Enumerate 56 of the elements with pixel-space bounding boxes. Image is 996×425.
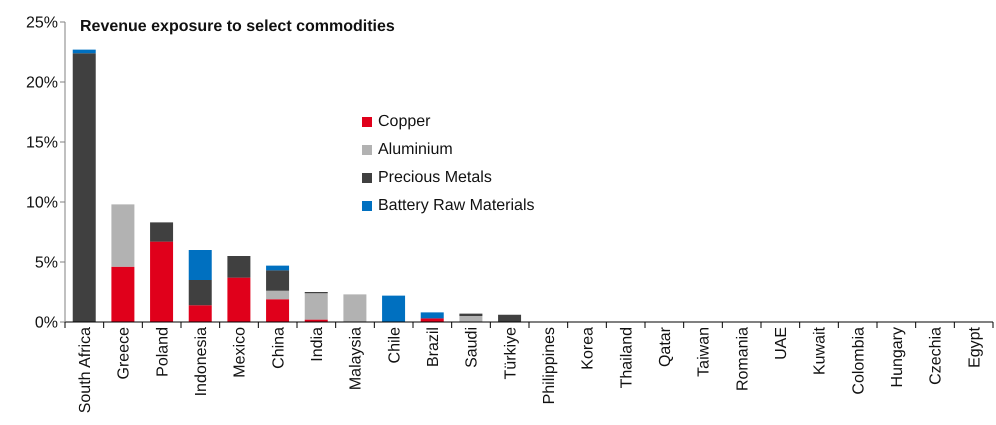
bar [72,53,96,322]
x-tick-label: Thailand [618,327,636,388]
bar [150,242,174,322]
bar [188,305,212,322]
x-tick-label: Türkiye [502,326,520,380]
x-tick-label: South Africa [76,326,94,414]
x-tick-label: Romania [734,326,752,392]
bar [111,266,134,322]
y-tick-label: 25% [26,14,58,32]
x-tick-label: Colombia [850,326,868,395]
bar [266,266,290,270]
bar [227,256,250,278]
bar [459,316,482,322]
x-tick-label: Hungary [888,327,906,388]
bar [111,204,134,267]
x-tick-label: Czechia [928,326,945,385]
x-tick-label: Taiwan [696,327,713,377]
x-tick-label: Philippines [540,327,558,404]
x-tick-label: Brazil [424,327,442,368]
bar [266,290,290,300]
bar [227,278,250,322]
x-tick-label: UAE [772,327,790,360]
bar [266,270,290,291]
x-tick-label: Qatar [656,326,674,368]
bar [150,222,174,242]
bar [188,280,212,306]
bar [343,294,366,322]
legend-label: Copper [378,113,430,131]
chart-title: Revenue exposure to select commodities [80,18,395,36]
y-tick-label: 20% [26,74,58,92]
x-tick-label: Kuwait [812,326,829,376]
bar [498,314,522,322]
bar [304,293,328,320]
bar [266,299,290,322]
y-tick-label: 15% [26,134,58,152]
bar [420,312,444,318]
x-tick-label: Saudi [464,327,481,368]
bar [72,50,96,54]
x-tick-label: Malaysia [348,326,365,390]
legend-label: Battery Raw Materials [378,197,534,215]
x-tick-label: Mexico [232,326,249,378]
x-tick-label: Poland [154,327,172,377]
bar [188,250,212,280]
x-tick-label: Greece [116,326,133,380]
legend-label: Precious Metals [378,169,492,187]
x-tick-label: Korea [580,326,597,370]
x-tick-label: Indonesia [192,326,210,396]
y-tick-label: 0% [34,314,58,332]
legend-label: Aluminium [378,141,453,159]
x-tick-label: China [270,326,288,369]
bar [382,296,406,322]
y-tick-label: 5% [34,254,58,272]
x-tick-label: Chile [386,326,404,364]
x-tick-label: India [308,326,326,362]
y-tick-label: 10% [26,194,58,212]
x-tick-label: Egypt [966,326,984,368]
